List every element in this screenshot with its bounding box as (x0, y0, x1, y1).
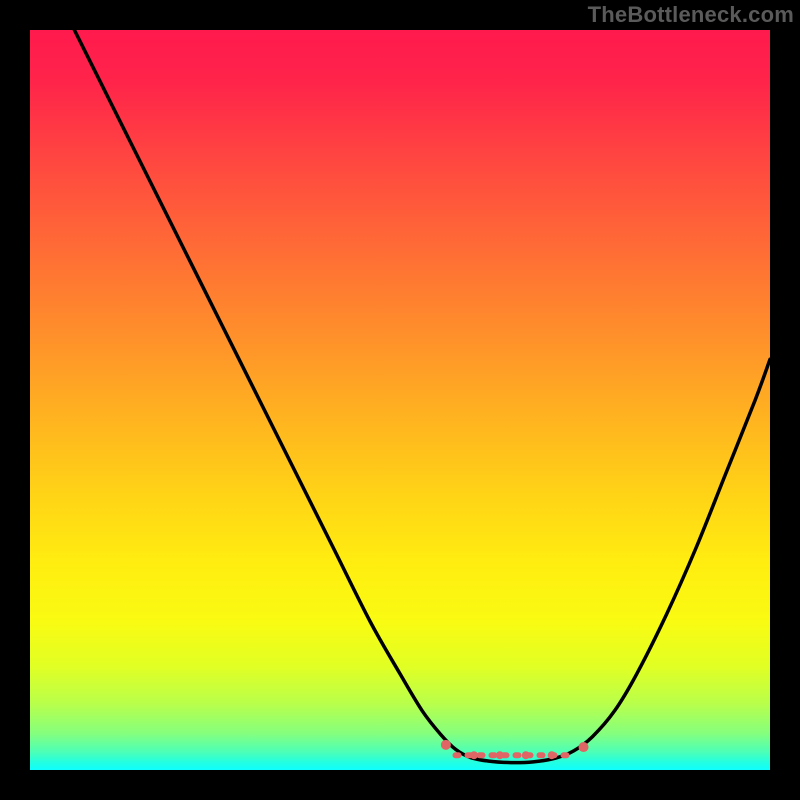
chart-background-gradient (30, 30, 770, 770)
bottleneck-chart: TheBottleneck.com (0, 0, 800, 800)
chart-svg (0, 0, 800, 800)
watermark-text: TheBottleneck.com (588, 2, 794, 28)
